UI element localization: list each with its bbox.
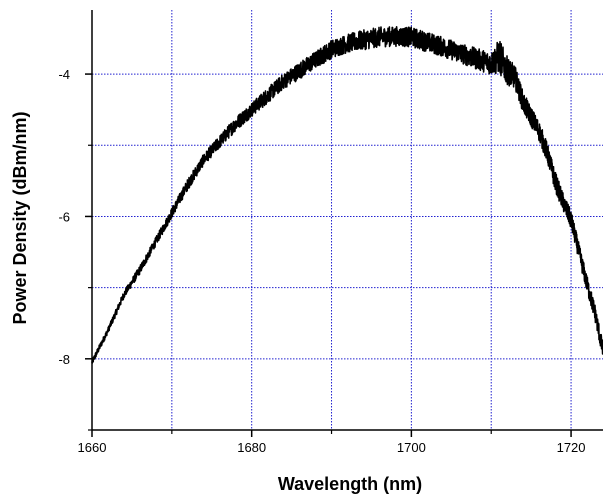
x-tick-label: 1720 bbox=[557, 440, 586, 455]
ticks bbox=[85, 73, 572, 437]
tick-labels: 1660 1680 1700 1720 -8 -6 -4 bbox=[58, 67, 585, 455]
x-tick-label: 1680 bbox=[237, 440, 266, 455]
spectrum-line bbox=[91, 26, 603, 364]
y-tick-label: -4 bbox=[58, 67, 70, 82]
grid bbox=[92, 10, 603, 430]
x-tick-label: 1660 bbox=[78, 440, 107, 455]
x-tick-label: 1700 bbox=[397, 440, 426, 455]
y-axis-title: Power Density (dBm/nm) bbox=[10, 111, 30, 324]
plot-area bbox=[91, 26, 603, 364]
y-tick-label: -6 bbox=[58, 209, 70, 224]
y-tick-label: -8 bbox=[58, 352, 70, 367]
x-axis-title: Wavelength (nm) bbox=[278, 474, 422, 494]
